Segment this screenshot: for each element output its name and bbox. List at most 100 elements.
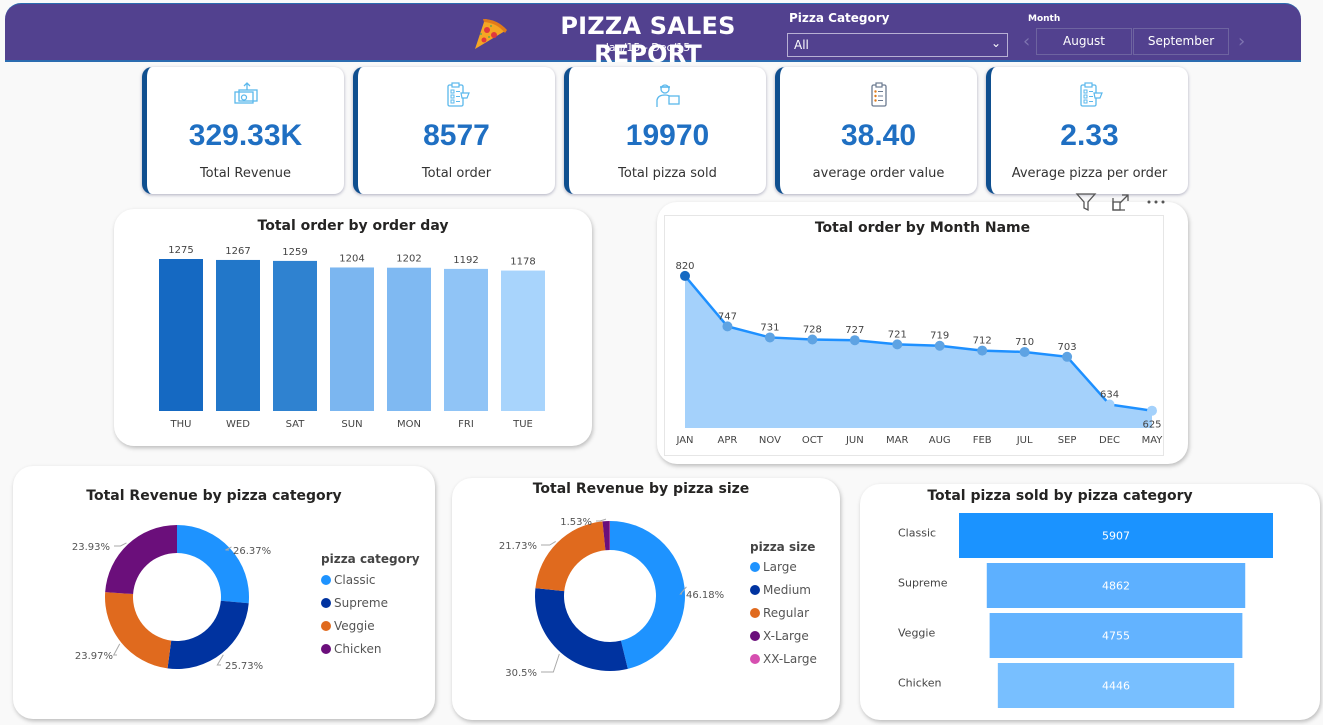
chart-revenue-by-category[interactable]: Total Revenue by pizza category 26.37% 25…	[13, 466, 435, 719]
legend: pizza size Large Medium Regular X-Large XX-L…	[750, 540, 817, 670]
donut-slice	[535, 588, 628, 671]
data-point	[934, 340, 945, 351]
legend-title: pizza size	[750, 540, 816, 554]
x-tick-label: AUG	[929, 435, 951, 446]
kpi-label: Average pizza per order	[1011, 166, 1168, 181]
money-icon	[233, 82, 258, 104]
pizza-category-selected: All	[794, 38, 809, 52]
data-label: 721	[888, 329, 907, 340]
legend-item[interactable]: XX-Large	[750, 647, 817, 670]
data-point	[807, 334, 818, 345]
legend-item[interactable]: Large	[750, 555, 817, 578]
data-point	[849, 335, 860, 346]
more-options-icon[interactable]	[1145, 192, 1167, 212]
report-date-range: Jan/15 - Dec/15	[605, 41, 691, 54]
legend-title: pizza category	[321, 552, 420, 566]
data-point	[1019, 346, 1030, 357]
focus-mode-icon[interactable]	[1111, 192, 1131, 212]
legend-label: Regular	[763, 605, 810, 620]
donut-slice	[104, 592, 172, 669]
chart-title: Total order by Month Name	[814, 220, 1031, 236]
data-label: 719	[930, 331, 949, 342]
legend-item[interactable]: Regular	[750, 601, 817, 624]
data-label: 26.37%	[233, 546, 271, 557]
chart-focus-border	[664, 215, 1164, 456]
data-label: 4446	[1102, 680, 1130, 693]
category-label: Chicken	[898, 677, 942, 690]
legend-marker	[750, 653, 760, 664]
legend-marker	[750, 584, 760, 595]
data-label: 747	[718, 311, 737, 322]
chart-revenue-by-size[interactable]: Total Revenue by pizza size 46.18% 30.5% 2…	[452, 478, 840, 720]
data-point	[722, 321, 733, 332]
legend-item[interactable]: X-Large	[750, 624, 817, 647]
data-label: 23.93%	[72, 542, 110, 553]
kpi-card-total-pizza-sold: 19970 Total pizza sold	[564, 67, 766, 194]
donut-slice	[602, 521, 610, 551]
x-tick-label: THU	[170, 419, 192, 430]
chart-title: Total pizza sold by pizza category	[927, 488, 1193, 504]
series-line	[684, 275, 1153, 412]
leader-line	[225, 546, 232, 551]
chart-pizza-sold-by-category[interactable]: Total pizza sold by pizza category 5907 C…	[860, 484, 1320, 720]
kpi-card-average-order-value: 38.40 average order value	[775, 67, 977, 194]
legend-label: Classic	[334, 572, 376, 587]
donut-slice	[535, 521, 606, 592]
report-title: PIZZA SALES REPORT	[560, 12, 736, 68]
order-list-icon	[446, 82, 470, 107]
data-label: 5907	[1102, 530, 1130, 543]
data-label: 731	[760, 322, 779, 333]
month-filter-label: Month	[1028, 14, 1061, 24]
legend-item[interactable]: Chicken	[321, 637, 420, 660]
filter-icon[interactable]	[1075, 192, 1097, 212]
pizza-category-dropdown[interactable]: All ⌄	[787, 33, 1008, 57]
data-label: 712	[973, 336, 992, 347]
delivery-person-icon	[655, 84, 680, 107]
legend-label: Medium	[763, 582, 811, 597]
legend-item[interactable]: Supreme	[321, 591, 420, 614]
leader-line	[541, 540, 556, 546]
chart-title: Total order by order day	[257, 218, 449, 234]
leader-line	[216, 654, 224, 666]
kpi-label: Total order	[421, 166, 492, 181]
data-point	[1147, 405, 1157, 416]
data-label: 1202	[396, 254, 421, 265]
x-tick-label: SUN	[341, 419, 362, 430]
legend-label: XX-Large	[763, 651, 817, 666]
data-point	[977, 345, 988, 356]
leader-line	[679, 586, 687, 595]
legend-label: X-Large	[763, 628, 809, 643]
data-label: 25.73%	[225, 661, 263, 672]
data-label: 728	[803, 325, 822, 336]
bar	[330, 267, 374, 411]
legend-item[interactable]: Classic	[321, 568, 420, 591]
legend-label: Supreme	[334, 595, 388, 610]
leader-line	[596, 518, 607, 522]
donut-slice	[610, 521, 686, 669]
chart-orders-by-day[interactable]: Total order by order day 1275 THU 1267 WED 1…	[114, 209, 592, 446]
kpi-value: 8577	[423, 119, 490, 152]
month-option-august[interactable]: August	[1036, 28, 1132, 55]
area-chart-svg: 820 JAN 747 APR 731 NOV 728 OCT 727 JUN 721 MAR 719 A…	[675, 261, 1163, 446]
data-point	[1104, 399, 1115, 410]
kpi-value: 329.33K	[188, 119, 303, 152]
chart-title: Total Revenue by pizza size	[532, 481, 750, 497]
chevron-right-icon[interactable]: ›	[1238, 31, 1246, 52]
chart-title: Total Revenue by pizza category	[86, 488, 342, 504]
x-tick-label: MON	[397, 419, 421, 430]
month-option-september[interactable]: September	[1133, 28, 1229, 55]
category-label: Veggie	[898, 627, 935, 640]
legend-item[interactable]: Veggie	[321, 614, 420, 637]
data-label: 1267	[225, 246, 250, 257]
x-tick-label: SAT	[286, 419, 306, 430]
data-label: 4862	[1102, 580, 1130, 593]
chevron-left-icon[interactable]: ‹	[1023, 31, 1031, 52]
data-label: 703	[1058, 342, 1077, 353]
bar	[387, 267, 431, 411]
data-label: 30.5%	[505, 668, 537, 679]
legend-item[interactable]: Medium	[750, 578, 817, 601]
donut-chart-svg: 46.18% 30.5% 21.73% 1.53%	[499, 517, 724, 679]
data-label: 634	[1100, 389, 1119, 400]
clipboard-icon	[870, 82, 887, 107]
chart-orders-by-month[interactable]: Total order by Month Name 820 JAN 747 APR 73…	[657, 202, 1188, 464]
